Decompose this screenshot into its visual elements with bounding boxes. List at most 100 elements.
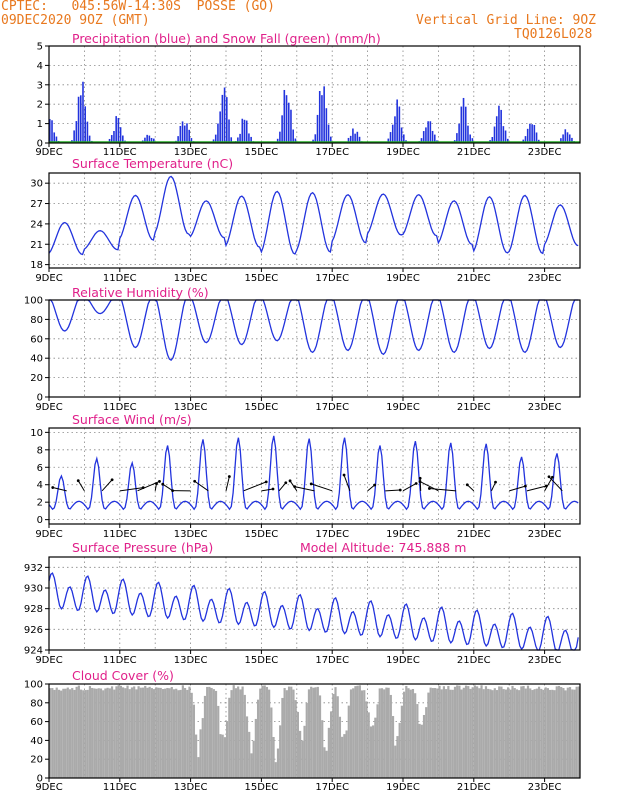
panel-frame	[48, 172, 581, 269]
precip-bar	[287, 102, 290, 143]
cloud-bar	[409, 689, 412, 778]
cloud-bar	[418, 723, 421, 778]
cloud-bar	[130, 687, 134, 778]
precip-bar	[148, 135, 151, 143]
wind-arrow	[243, 481, 267, 492]
cloud-bar	[562, 688, 565, 778]
cloud-bar	[376, 704, 379, 778]
cloud-bar	[495, 690, 499, 778]
cloud-bar	[287, 686, 291, 778]
precip-bar	[86, 121, 89, 143]
cloud-bar	[64, 688, 67, 778]
precip-bar	[502, 126, 505, 143]
xtick-label: 11DEC	[103, 529, 137, 540]
cloud-bar	[553, 690, 556, 778]
cloud-bar	[372, 725, 375, 778]
cloud-bar	[332, 693, 335, 778]
cloud-bar	[110, 686, 114, 778]
cloud-bar	[179, 689, 182, 778]
cloud-bar	[106, 687, 109, 778]
cloud-bar	[327, 727, 330, 778]
precip-bar	[186, 123, 188, 143]
cloud-bar	[476, 686, 479, 778]
cloud-bar	[115, 686, 118, 778]
precip-bar	[179, 125, 182, 143]
cloud-bar	[203, 695, 207, 778]
cloud-bar	[453, 686, 457, 778]
wind-arrow-head	[547, 475, 551, 479]
xtick-label: 19DEC	[386, 655, 420, 666]
cloud-bar	[312, 687, 315, 778]
cloud-bar	[369, 726, 373, 778]
cloud-bar	[252, 740, 255, 778]
panel-frame	[48, 299, 581, 398]
cloud-bar	[520, 686, 523, 778]
wind-arrow-head	[76, 479, 80, 483]
cloud-bar	[387, 687, 390, 778]
cloud-bar	[195, 734, 198, 778]
cloud-bar	[49, 688, 52, 778]
cloud-bar	[385, 687, 388, 778]
xtick-label: 13DEC	[174, 529, 208, 540]
cloud-bar	[102, 690, 105, 778]
wind-arrow	[526, 485, 547, 492]
precip-bar	[237, 137, 239, 143]
header-line1: CPTEC: 045:56W-14:30S POSSE (GO)	[1, 0, 275, 14]
cloud-bar	[181, 685, 184, 778]
precip-bar	[427, 121, 429, 143]
xtick-label: 11DEC	[103, 147, 137, 158]
wind-arrow	[509, 485, 526, 492]
xtick-label: 13DEC	[174, 655, 208, 666]
xtick-label: 13DEC	[174, 782, 208, 793]
precip-bar	[400, 127, 403, 143]
wind-arrow-head	[110, 478, 114, 482]
precip-bar	[115, 116, 117, 143]
panel-title-5: Cloud Cover (%)	[72, 668, 174, 683]
ytick-label: 100	[24, 296, 43, 307]
cloud-bar	[290, 686, 293, 778]
wind-arrow-head	[227, 475, 231, 478]
xtick-label: 9DEC	[35, 529, 62, 540]
wind-arrow-head	[427, 487, 431, 490]
precip-bar	[500, 109, 502, 143]
precip-bar	[117, 117, 120, 143]
cloud-bar	[245, 716, 249, 778]
wind-arrow-head	[309, 482, 313, 486]
precip-bar	[325, 108, 328, 143]
cloud-bar	[513, 688, 516, 778]
precip-bar	[75, 121, 78, 143]
cloud-bar	[524, 688, 527, 778]
cloud-bar	[214, 690, 218, 778]
wind-arrow-head	[158, 480, 161, 483]
xtick-label: 11DEC	[103, 655, 137, 666]
cloud-bar	[221, 734, 224, 778]
cloud-bar	[305, 702, 308, 778]
ytick-label: 20	[30, 373, 43, 384]
cloud-bar	[533, 689, 536, 778]
cloud-bar	[186, 689, 189, 778]
cloud-bar	[500, 686, 503, 778]
cloud-bar	[531, 690, 534, 778]
precip-bar	[323, 86, 325, 143]
cloud-bar	[212, 689, 215, 778]
precip-bar	[281, 115, 283, 143]
cloud-bar	[504, 689, 507, 778]
cloud-bar	[223, 737, 226, 778]
cloud-bar	[97, 688, 100, 778]
cloud-bar	[431, 688, 434, 778]
ytick-label: 4	[37, 480, 43, 491]
cloud-bar	[281, 697, 284, 778]
cloud-bar	[447, 685, 450, 778]
precip-bar	[53, 132, 56, 143]
cloud-bar	[99, 688, 103, 778]
cloud-bar	[272, 736, 275, 778]
cloud-bar	[139, 687, 142, 778]
panel-3	[45, 427, 581, 528]
panel-frame	[48, 683, 581, 779]
ytick-label: 21	[30, 240, 43, 251]
cloud-bar	[152, 689, 156, 778]
precip-bar	[562, 134, 564, 143]
precip-bar	[283, 89, 286, 143]
wind-arrow	[77, 480, 85, 492]
precip-bar	[564, 129, 567, 143]
